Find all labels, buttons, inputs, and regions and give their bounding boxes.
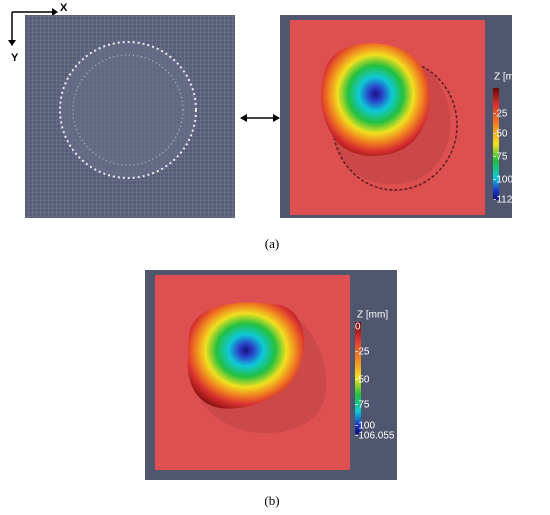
colorbar-tick-label: -75 (493, 152, 508, 163)
colorbar-title: Z [mm] (494, 72, 525, 83)
colorbar-tick-label: -112.973 (493, 195, 532, 206)
caption: (a) (265, 236, 279, 251)
colorbar-tick-label: -106.055 (355, 431, 395, 442)
heatmap-a: Z [mm] (280, 15, 525, 218)
double-arrow (240, 114, 280, 122)
colorbar-tick-label: -50 (355, 375, 370, 386)
axis-key: X Y (8, 2, 68, 64)
colorbar-tick-label: -100 (355, 421, 375, 432)
colorbar-tick-label: -25 (493, 109, 508, 120)
y-label: Y (11, 52, 19, 64)
x-label: X (60, 2, 68, 14)
colorbar-tick-label: 0 (355, 322, 361, 333)
colorbar-tick-label: -25 (355, 347, 370, 358)
colorbar-title: Z [mm] (357, 310, 388, 321)
heatmap-b: Z [mm] (145, 270, 397, 480)
caption: (b) (264, 493, 279, 508)
colorbar-tick-label: -75 (355, 400, 370, 411)
colorbar-tick-label: -50 (493, 129, 508, 140)
point-cloud (25, 15, 235, 218)
colorbar-tick-label: -100 (493, 175, 513, 186)
